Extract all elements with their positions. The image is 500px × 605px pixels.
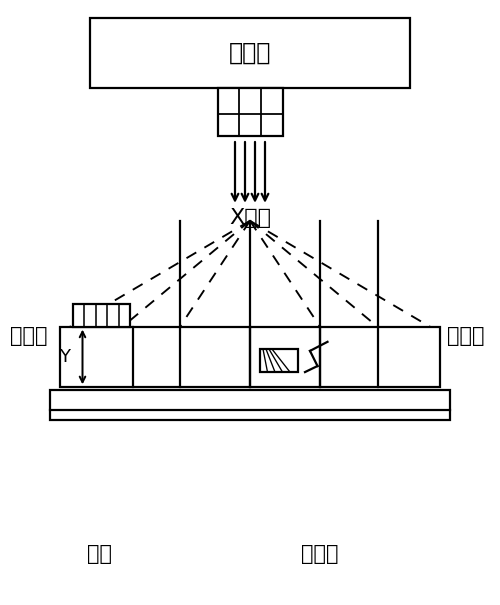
Bar bbox=[218, 88, 282, 136]
Bar bbox=[60, 327, 440, 387]
Text: 射线源: 射线源 bbox=[229, 41, 271, 65]
Bar bbox=[90, 18, 410, 88]
Text: 胶片: 胶片 bbox=[88, 543, 112, 564]
Text: 被检物: 被检物 bbox=[448, 325, 485, 346]
Text: 胶片盒: 胶片盒 bbox=[301, 543, 339, 564]
Bar bbox=[72, 304, 130, 327]
Bar bbox=[260, 349, 298, 372]
Text: 透度计: 透度计 bbox=[10, 325, 48, 346]
Text: X射线: X射线 bbox=[229, 208, 271, 228]
Bar bbox=[50, 390, 450, 420]
Text: Y: Y bbox=[59, 348, 70, 366]
